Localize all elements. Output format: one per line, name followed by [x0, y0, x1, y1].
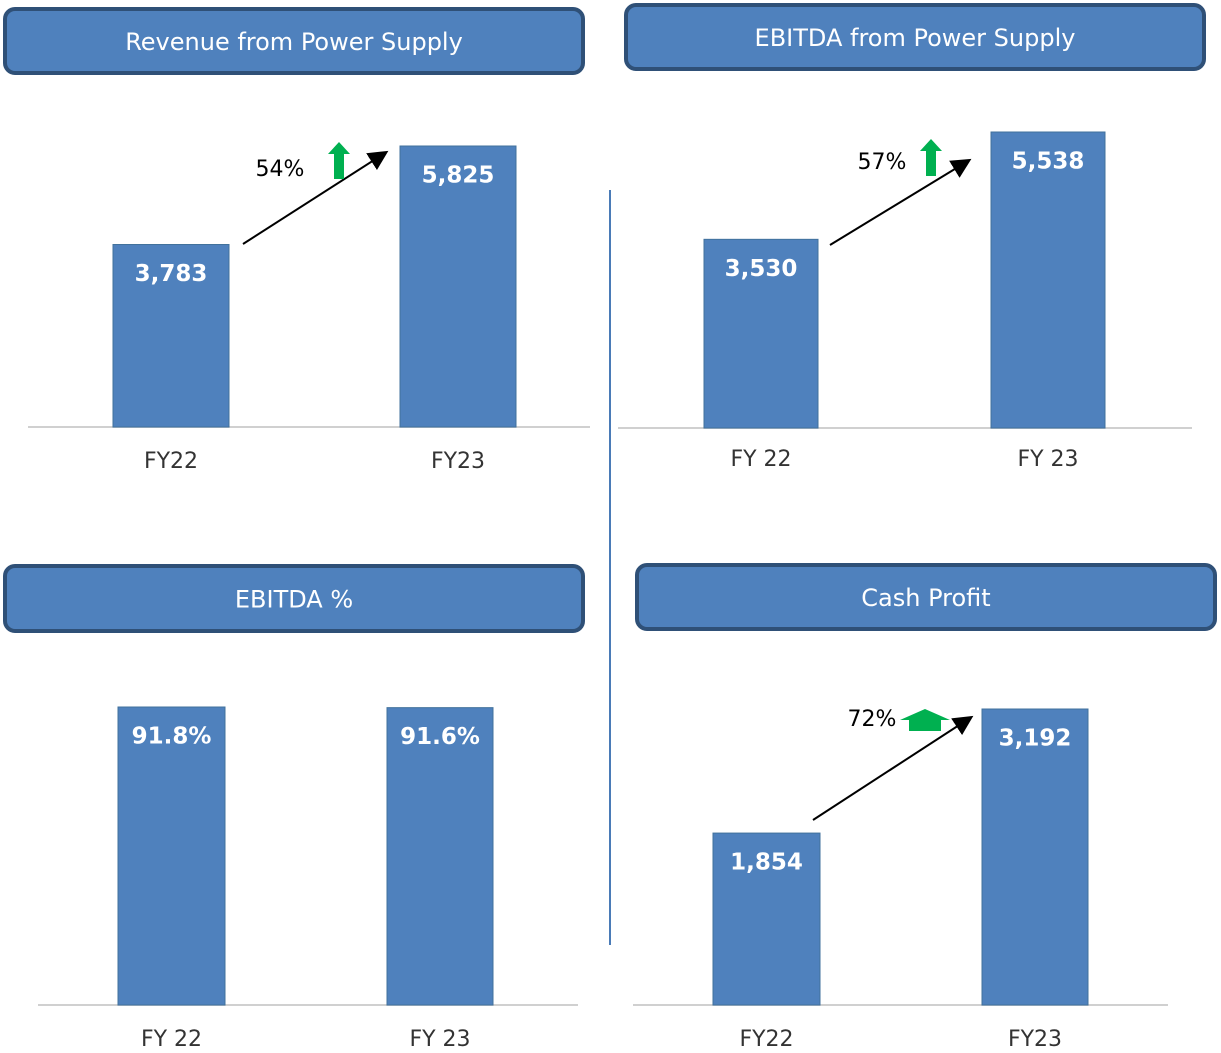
x-tick-label: FY23 — [1008, 1027, 1062, 1052]
trend-arrow — [812, 715, 974, 821]
header-box — [3, 564, 585, 633]
x-tick-label: FY 23 — [409, 1027, 470, 1052]
bar — [112, 244, 230, 428]
growth-label: 57% — [858, 150, 907, 175]
value-label: 3,530 — [725, 256, 798, 282]
x-tick-label: FY 22 — [141, 1027, 202, 1052]
header-box — [3, 7, 585, 75]
bar — [712, 832, 821, 1006]
growth-label: 54% — [256, 157, 305, 182]
chart-title: Cash Profit — [861, 584, 990, 612]
trend-arrow — [242, 150, 389, 245]
x-tick-label: FY 23 — [1017, 447, 1078, 472]
bar — [990, 131, 1106, 429]
bar — [117, 706, 226, 1006]
x-tick-label: FY 22 — [730, 447, 791, 472]
bar — [399, 145, 517, 428]
growth-icon — [328, 142, 350, 179]
header-box — [635, 563, 1217, 631]
growth-icon — [920, 139, 942, 176]
value-label: 91.8% — [132, 724, 212, 750]
bar — [703, 238, 819, 429]
x-tick-label: FY22 — [144, 449, 198, 474]
growth-icon — [900, 709, 950, 731]
value-label: 3,192 — [999, 726, 1072, 752]
chart-title: EBITDA % — [235, 586, 353, 614]
x-tick-label: FY22 — [739, 1027, 793, 1052]
x-tick-label: FY23 — [431, 449, 485, 474]
value-label: 5,538 — [1012, 149, 1085, 175]
header-box — [624, 3, 1206, 71]
value-label: 1,854 — [730, 850, 803, 876]
value-label: 5,825 — [422, 163, 495, 189]
chart-title: EBITDA from Power Supply — [755, 24, 1076, 52]
trend-arrow — [829, 158, 972, 246]
growth-label: 72% — [848, 707, 897, 732]
value-label: 91.6% — [400, 724, 480, 750]
chart-title: Revenue from Power Supply — [125, 28, 463, 56]
value-label: 3,783 — [135, 261, 208, 287]
bar — [981, 708, 1089, 1006]
bar — [386, 707, 494, 1006]
